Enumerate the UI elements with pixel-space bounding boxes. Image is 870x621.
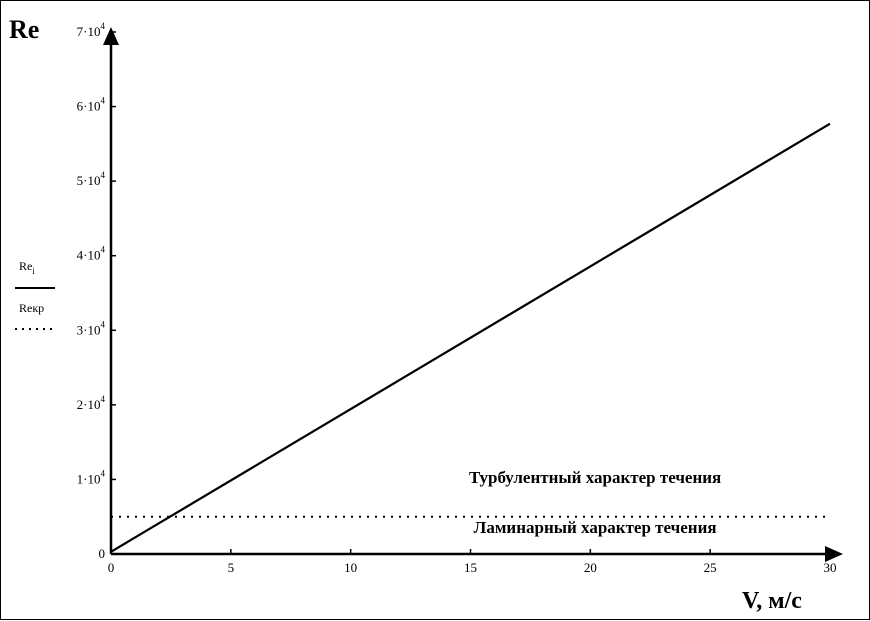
y-tick-label: 0 xyxy=(99,546,106,561)
series-group xyxy=(110,122,831,553)
y-axis-title: Re xyxy=(9,15,39,44)
legend-entry-1-label: Rei xyxy=(19,259,35,276)
y-tick-label: 2·104 xyxy=(77,394,106,412)
x-tick-label: 25 xyxy=(704,560,717,575)
y-tick-label: 7·104 xyxy=(77,21,106,39)
x-ticks: 0 5 10 15 20 25 30 xyxy=(108,549,837,575)
legend: Rei Reкр xyxy=(15,259,55,330)
y-ticks: 0 1·104 2·104 3·104 4·104 5·104 6·104 7·104 xyxy=(77,21,116,561)
annotation-label: Ламинарный характер течения xyxy=(474,518,717,537)
y-tick-label: 6·104 xyxy=(77,96,106,114)
series-re-line xyxy=(110,122,831,553)
y-tick-label: 3·104 xyxy=(77,319,106,337)
x-tick-label: 5 xyxy=(228,560,235,575)
legend-entry-2-label: Reкр xyxy=(19,301,44,315)
y-tick-label: 1·104 xyxy=(77,468,106,486)
annotation-label: Турбулентный характер течения xyxy=(469,468,721,487)
x-tick-label: 20 xyxy=(584,560,597,575)
x-tick-label: 10 xyxy=(344,560,357,575)
x-tick-label: 15 xyxy=(464,560,477,575)
annotations: Турбулентный характер течения Ламинарный … xyxy=(469,468,721,537)
x-tick-label: 30 xyxy=(824,560,837,575)
x-axis-title: V, м/с xyxy=(742,588,802,614)
y-axis-arrow xyxy=(103,27,119,45)
y-tick-label: 5·104 xyxy=(77,170,106,188)
y-tick-label: 4·104 xyxy=(77,245,106,263)
x-tick-label: 0 xyxy=(108,560,115,575)
